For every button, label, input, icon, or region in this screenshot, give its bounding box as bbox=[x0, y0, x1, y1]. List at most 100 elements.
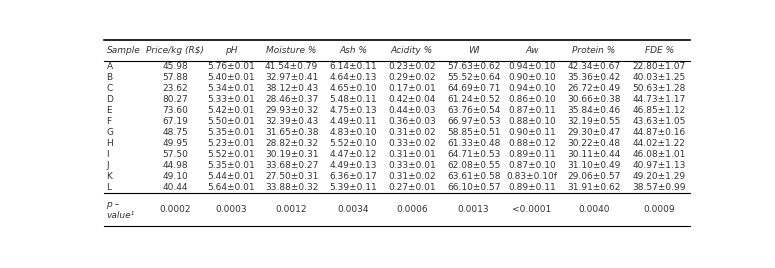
Text: A: A bbox=[106, 62, 112, 71]
Text: 5.34±0.01: 5.34±0.01 bbox=[208, 84, 255, 93]
Text: 4.47±0.12: 4.47±0.12 bbox=[330, 150, 377, 159]
Text: 44.87±0.16: 44.87±0.16 bbox=[632, 128, 686, 137]
Text: 5.35±0.01: 5.35±0.01 bbox=[208, 128, 256, 137]
Text: 6.36±0.17: 6.36±0.17 bbox=[329, 172, 377, 181]
Text: 31.91±0.62: 31.91±0.62 bbox=[567, 183, 621, 192]
Text: 43.63±1.05: 43.63±1.05 bbox=[632, 117, 686, 126]
Text: 0.33±0.02: 0.33±0.02 bbox=[388, 139, 436, 148]
Text: 46.85±1.12: 46.85±1.12 bbox=[632, 106, 686, 115]
Text: 28.82±0.32: 28.82±0.32 bbox=[265, 139, 319, 148]
Text: G: G bbox=[106, 128, 113, 137]
Text: 48.75: 48.75 bbox=[162, 128, 188, 137]
Text: 49.20±1.29: 49.20±1.29 bbox=[632, 172, 686, 181]
Text: 4.75±0.13: 4.75±0.13 bbox=[329, 106, 377, 115]
Text: 30.11±0.44: 30.11±0.44 bbox=[567, 150, 621, 159]
Text: 44.02±1.22: 44.02±1.22 bbox=[633, 139, 686, 148]
Text: Acidity %: Acidity % bbox=[391, 46, 432, 55]
Text: 32.39±0.43: 32.39±0.43 bbox=[265, 117, 319, 126]
Text: 0.0012: 0.0012 bbox=[276, 205, 308, 214]
Text: 0.88±0.12: 0.88±0.12 bbox=[508, 139, 556, 148]
Text: 30.66±0.38: 30.66±0.38 bbox=[567, 95, 621, 104]
Text: 0.29±0.02: 0.29±0.02 bbox=[388, 73, 436, 82]
Text: 0.0009: 0.0009 bbox=[643, 205, 675, 214]
Text: 0.0002: 0.0002 bbox=[160, 205, 191, 214]
Text: 29.30±0.47: 29.30±0.47 bbox=[567, 128, 621, 137]
Text: 5.39±0.11: 5.39±0.11 bbox=[329, 183, 377, 192]
Text: 0.31±0.02: 0.31±0.02 bbox=[388, 128, 436, 137]
Text: Price/kg (R$): Price/kg (R$) bbox=[146, 46, 204, 55]
Text: 33.88±0.32: 33.88±0.32 bbox=[265, 183, 319, 192]
Text: 35.84±0.46: 35.84±0.46 bbox=[567, 106, 621, 115]
Text: 66.97±0.53: 66.97±0.53 bbox=[447, 117, 501, 126]
Text: 46.08±1.01: 46.08±1.01 bbox=[632, 150, 686, 159]
Text: 57.50: 57.50 bbox=[162, 150, 188, 159]
Text: 61.33±0.48: 61.33±0.48 bbox=[447, 139, 501, 148]
Text: 45.98: 45.98 bbox=[162, 62, 188, 71]
Text: Aw: Aw bbox=[525, 46, 539, 55]
Text: p –
value¹: p – value¹ bbox=[106, 200, 135, 220]
Text: 32.19±0.55: 32.19±0.55 bbox=[567, 117, 621, 126]
Text: 44.98: 44.98 bbox=[162, 161, 188, 170]
Text: Moisture %: Moisture % bbox=[267, 46, 317, 55]
Text: 40.44: 40.44 bbox=[162, 183, 188, 192]
Text: D: D bbox=[106, 95, 113, 104]
Text: 5.64±0.01: 5.64±0.01 bbox=[208, 183, 255, 192]
Text: 50.63±1.28: 50.63±1.28 bbox=[632, 84, 686, 93]
Text: 0.0003: 0.0003 bbox=[215, 205, 247, 214]
Text: H: H bbox=[106, 139, 113, 148]
Text: B: B bbox=[106, 73, 112, 82]
Text: 63.76±0.54: 63.76±0.54 bbox=[447, 106, 501, 115]
Text: 5.48±0.11: 5.48±0.11 bbox=[329, 95, 377, 104]
Text: 64.71±0.53: 64.71±0.53 bbox=[447, 150, 501, 159]
Text: 0.33±0.01: 0.33±0.01 bbox=[388, 161, 436, 170]
Text: 29.06±0.57: 29.06±0.57 bbox=[567, 172, 621, 181]
Text: 4.65±0.10: 4.65±0.10 bbox=[329, 84, 377, 93]
Text: 49.10: 49.10 bbox=[162, 172, 188, 181]
Text: 31.10±0.49: 31.10±0.49 bbox=[567, 161, 621, 170]
Text: E: E bbox=[106, 106, 112, 115]
Text: 29.93±0.32: 29.93±0.32 bbox=[265, 106, 319, 115]
Text: <0.0001: <0.0001 bbox=[512, 205, 552, 214]
Text: 5.35±0.01: 5.35±0.01 bbox=[208, 161, 256, 170]
Text: pH: pH bbox=[226, 46, 238, 55]
Text: 0.86±0.10: 0.86±0.10 bbox=[508, 95, 556, 104]
Text: 0.89±0.11: 0.89±0.11 bbox=[508, 150, 556, 159]
Text: 0.83±0.10f: 0.83±0.10f bbox=[506, 172, 557, 181]
Text: 62.08±0.55: 62.08±0.55 bbox=[447, 161, 501, 170]
Text: 4.64±0.13: 4.64±0.13 bbox=[329, 73, 377, 82]
Text: 6.14±0.11: 6.14±0.11 bbox=[329, 62, 377, 71]
Text: L: L bbox=[106, 183, 112, 192]
Text: 55.52±0.64: 55.52±0.64 bbox=[447, 73, 501, 82]
Text: 0.94±0.10: 0.94±0.10 bbox=[508, 84, 556, 93]
Text: 32.97±0.41: 32.97±0.41 bbox=[265, 73, 319, 82]
Text: 0.36±0.03: 0.36±0.03 bbox=[388, 117, 436, 126]
Text: 57.63±0.62: 57.63±0.62 bbox=[447, 62, 501, 71]
Text: 0.17±0.01: 0.17±0.01 bbox=[388, 84, 436, 93]
Text: 66.10±0.57: 66.10±0.57 bbox=[447, 183, 501, 192]
Text: 26.72±0.49: 26.72±0.49 bbox=[567, 84, 620, 93]
Text: 0.0034: 0.0034 bbox=[338, 205, 369, 214]
Text: 38.12±0.43: 38.12±0.43 bbox=[265, 84, 319, 93]
Text: 0.42±0.04: 0.42±0.04 bbox=[388, 95, 436, 104]
Text: FDE %: FDE % bbox=[645, 46, 674, 55]
Text: 40.97±1.13: 40.97±1.13 bbox=[632, 161, 686, 170]
Text: 0.31±0.02: 0.31±0.02 bbox=[388, 172, 436, 181]
Text: Ash %: Ash % bbox=[339, 46, 367, 55]
Text: 27.50±0.31: 27.50±0.31 bbox=[265, 172, 319, 181]
Text: 5.33±0.01: 5.33±0.01 bbox=[208, 95, 256, 104]
Text: 42.34±0.67: 42.34±0.67 bbox=[567, 62, 620, 71]
Text: 0.88±0.10: 0.88±0.10 bbox=[508, 117, 556, 126]
Text: 5.52±0.01: 5.52±0.01 bbox=[208, 150, 255, 159]
Text: 0.89±0.11: 0.89±0.11 bbox=[508, 183, 556, 192]
Text: 63.61±0.58: 63.61±0.58 bbox=[447, 172, 501, 181]
Text: 0.27±0.01: 0.27±0.01 bbox=[388, 183, 436, 192]
Text: 80.27: 80.27 bbox=[162, 95, 188, 104]
Text: 30.19±0.31: 30.19±0.31 bbox=[265, 150, 319, 159]
Text: Protein %: Protein % bbox=[572, 46, 615, 55]
Text: 0.0006: 0.0006 bbox=[396, 205, 428, 214]
Text: J: J bbox=[106, 161, 109, 170]
Text: 0.0040: 0.0040 bbox=[578, 205, 610, 214]
Text: K: K bbox=[106, 172, 112, 181]
Text: 28.46±0.37: 28.46±0.37 bbox=[265, 95, 319, 104]
Text: 44.73±1.17: 44.73±1.17 bbox=[632, 95, 686, 104]
